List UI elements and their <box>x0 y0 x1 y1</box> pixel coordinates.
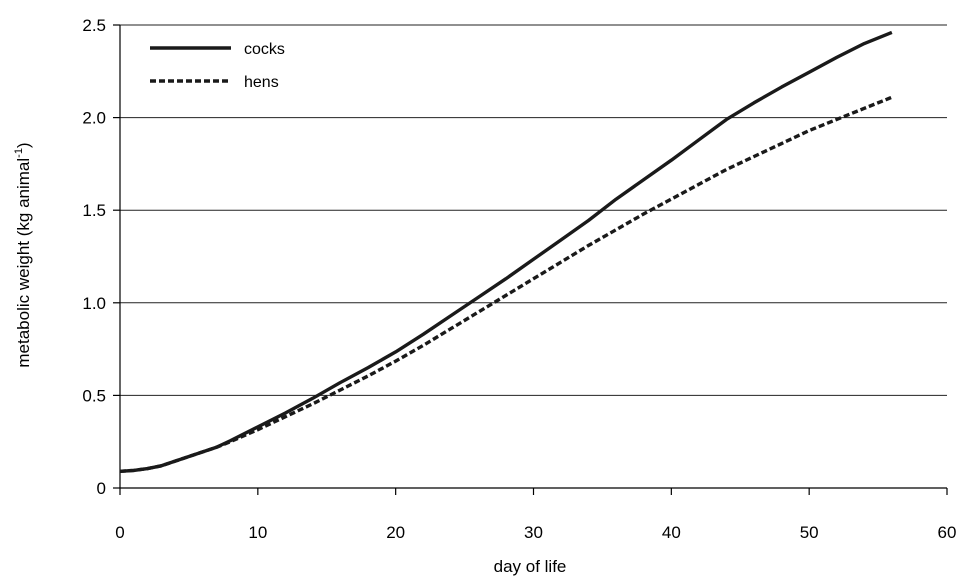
x-axis-title: day of life <box>494 557 567 576</box>
x-tick-label: 0 <box>115 523 124 542</box>
x-tick-label: 60 <box>938 523 957 542</box>
x-tick-label: 10 <box>248 523 267 542</box>
y-axis-title: metabolic weight (kg animal-1) <box>13 142 33 367</box>
y-axis-title-superscript: -1 <box>13 148 25 158</box>
x-tick-label: 20 <box>386 523 405 542</box>
x-tick-label: 40 <box>662 523 681 542</box>
y-tick-label: 0 <box>97 479 106 498</box>
y-axis-title-close: ) <box>14 142 33 148</box>
x-axis-ticks: 0 10 20 30 40 50 60 <box>115 488 956 542</box>
y-tick-label: 2.0 <box>82 109 106 128</box>
y-axis-title-main: metabolic weight (kg animal <box>14 158 33 368</box>
y-tick-label: 0.5 <box>82 386 106 405</box>
x-tick-label: 30 <box>524 523 543 542</box>
legend-label-cocks: cocks <box>244 41 285 58</box>
legend: cocks hens <box>150 41 285 91</box>
y-tick-label: 2.5 <box>82 16 106 35</box>
gridlines <box>120 24 947 396</box>
series-line-cocks <box>119 30 893 474</box>
data-series <box>119 30 893 474</box>
y-tick-label: 1.5 <box>82 201 106 220</box>
y-tick-label: 1.0 <box>82 294 106 313</box>
legend-label-hens: hens <box>244 74 279 91</box>
axes <box>119 25 947 489</box>
x-tick-label: 50 <box>800 523 819 542</box>
y-axis-ticks: 0 0.5 1.0 1.5 2.0 2.5 <box>82 16 120 498</box>
series-line-hens <box>119 95 893 474</box>
